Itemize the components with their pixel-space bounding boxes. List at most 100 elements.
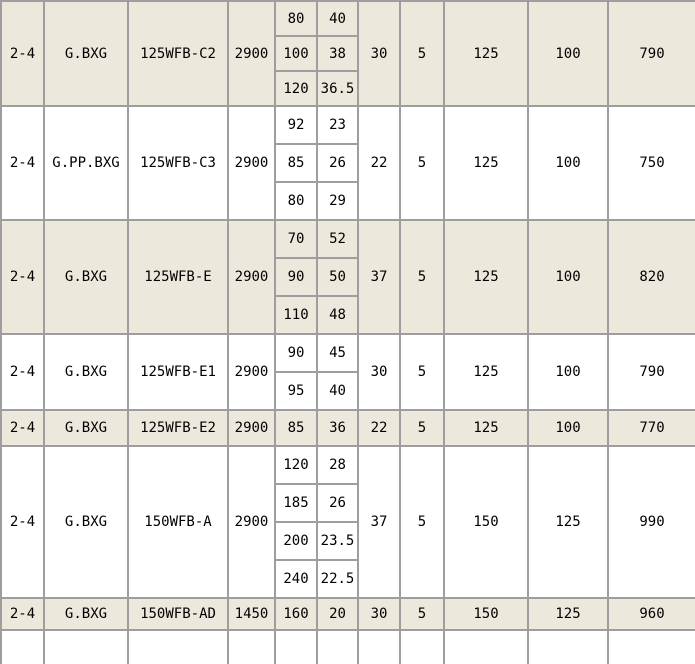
material-cell: G.BXG [43, 445, 129, 599]
flow-cell: 240 [274, 559, 318, 599]
empty-cell [316, 629, 359, 664]
weight-cell: 990 [607, 445, 695, 599]
material-cell: G.BXG [43, 0, 129, 107]
outlet-cell: 125 [527, 597, 609, 631]
empty-cell [443, 629, 529, 664]
inlet-cell: 150 [443, 445, 529, 599]
outlet-cell: 100 [527, 0, 609, 107]
power-cell: 37 [357, 219, 401, 335]
speed-cell: 1450 [227, 597, 276, 631]
flow-cell: 70 [274, 219, 318, 259]
empty-cell [227, 629, 276, 664]
table-row: 120 36.5 [1, 70, 695, 107]
speed-cell: 2900 [227, 105, 276, 221]
head-cell: 20 [316, 597, 359, 631]
inlet-cell: 125 [443, 0, 529, 107]
poles-cell: 2-4 [0, 597, 45, 631]
head-cell: 38 [316, 35, 359, 72]
material-cell: G.BXG [43, 219, 129, 335]
outlet-cell: 100 [527, 409, 609, 447]
head-cell: 36 [316, 409, 359, 447]
npsh-cell: 5 [399, 333, 445, 411]
head-cell: 45 [316, 333, 359, 373]
model-cell: 125WFB-E2 [127, 409, 229, 447]
inlet-cell: 125 [443, 409, 529, 447]
poles-cell: 2-4 [0, 445, 45, 599]
table-row: 2-4 G.BXG 125WFB-E 2900 70 52 37 5 125 1… [0, 219, 695, 335]
weight-cell: 790 [607, 333, 695, 411]
empty-cell [127, 629, 229, 664]
poles-cell: 2-4 [0, 105, 45, 221]
table-row: 240 22.5 [1, 559, 695, 599]
power-cell: 30 [357, 0, 401, 107]
speed-cell: 2900 [227, 219, 276, 335]
table-row: 200 23.5 [1, 521, 695, 561]
weight-cell: 770 [607, 409, 695, 447]
npsh-cell: 5 [399, 0, 445, 107]
table-row: 110 48 [1, 295, 695, 335]
flow-cell: 95 [274, 371, 318, 411]
weight-cell: 750 [607, 105, 695, 221]
speed-cell: 2900 [227, 409, 276, 447]
empty-cell [274, 629, 318, 664]
inlet-cell: 125 [443, 105, 529, 221]
head-cell: 36.5 [316, 70, 359, 107]
table-row: 95 40 [1, 371, 695, 411]
flow-cell: 80 [274, 0, 318, 37]
empty-cell [0, 629, 45, 664]
table-row: 85 26 [1, 143, 695, 183]
power-cell: 22 [357, 105, 401, 221]
weight-cell: 790 [607, 0, 695, 107]
material-cell: G.PP.BXG [43, 105, 129, 221]
empty-cell [43, 629, 129, 664]
empty-cell [399, 629, 445, 664]
head-cell: 26 [316, 143, 359, 183]
table-row: 185 26 [1, 483, 695, 523]
head-cell: 52 [316, 219, 359, 259]
flow-cell: 200 [274, 521, 318, 561]
outlet-cell: 125 [527, 445, 609, 599]
table-row: 2-4 G.BXG 125WFB-E1 2900 90 45 30 5 125 … [0, 333, 695, 411]
head-cell: 23 [316, 105, 359, 145]
outlet-cell: 100 [527, 105, 609, 221]
head-cell: 29 [316, 181, 359, 221]
speed-cell: 2900 [227, 445, 276, 599]
head-cell: 40 [316, 0, 359, 37]
poles-cell: 2-4 [0, 219, 45, 335]
power-cell: 22 [357, 409, 401, 447]
power-cell: 30 [357, 597, 401, 631]
table-row: 80 29 [1, 181, 695, 221]
flow-cell: 120 [274, 70, 318, 107]
model-cell: 125WFB-E [127, 219, 229, 335]
flow-cell: 90 [274, 333, 318, 373]
speed-cell: 2900 [227, 0, 276, 107]
material-cell: G.BXG [43, 409, 129, 447]
outlet-cell: 100 [527, 333, 609, 411]
model-cell: 125WFB-E1 [127, 333, 229, 411]
empty-cell [357, 629, 401, 664]
npsh-cell: 5 [399, 409, 445, 447]
head-cell: 22.5 [316, 559, 359, 599]
outlet-cell: 100 [527, 219, 609, 335]
head-cell: 26 [316, 483, 359, 523]
table-row: 90 50 [1, 257, 695, 297]
power-cell: 30 [357, 333, 401, 411]
head-cell: 48 [316, 295, 359, 335]
inlet-cell: 125 [443, 333, 529, 411]
inlet-cell: 125 [443, 219, 529, 335]
weight-cell: 960 [607, 597, 695, 631]
flow-cell: 100 [274, 35, 318, 72]
npsh-cell: 5 [399, 445, 445, 599]
flow-cell: 110 [274, 295, 318, 335]
flow-cell: 85 [274, 409, 318, 447]
table-row: 2-4 G.BXG 150WFB-A 2900 120 28 37 5 150 … [0, 445, 695, 599]
table-row: 2-4 G.BXG 125WFB-E2 2900 85 36 22 5 125 … [0, 409, 695, 447]
head-cell: 50 [316, 257, 359, 297]
poles-cell: 2-4 [0, 409, 45, 447]
flow-cell: 160 [274, 597, 318, 631]
flow-cell: 185 [274, 483, 318, 523]
weight-cell: 820 [607, 219, 695, 335]
table-row [0, 629, 695, 664]
material-cell: G.BXG [43, 597, 129, 631]
